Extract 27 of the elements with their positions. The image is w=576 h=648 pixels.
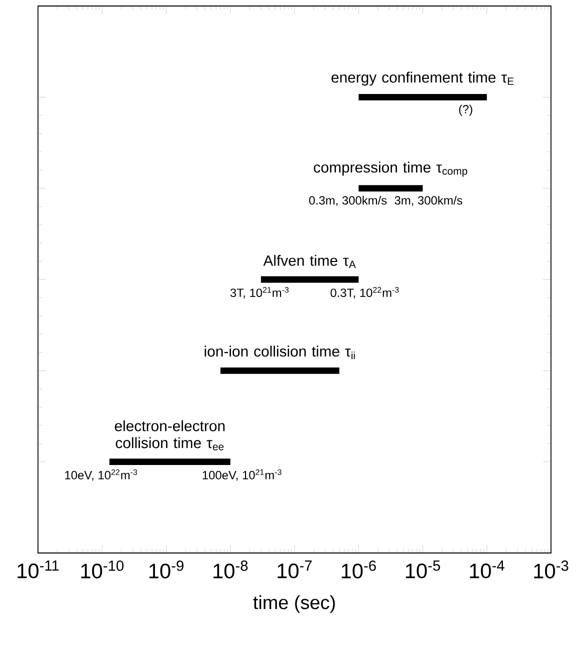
x-tick-label: 10$^{-10}$ <box>81 560 124 578</box>
bar <box>220 367 340 374</box>
annotation: 100eV, 10$^{21}$m$^{-3}$ <box>202 469 282 481</box>
annotation: 3m, 300km/s <box>394 196 462 206</box>
annotation: 0.3m, 300km/s <box>309 196 387 206</box>
y-tick-label: compression time τ$_{comp}$ <box>314 162 468 177</box>
x-axis-title: time (sec) <box>253 595 335 613</box>
x-tick-label: 10$^{-9}$ <box>149 560 184 578</box>
annotation: 3T, 10$^{21}$m$^{-3}$ <box>230 287 289 298</box>
y-tick-label: ion-ion collision time τ$_{ii}$ <box>204 346 355 360</box>
y-tick-label: Alfven time τ$_{A}$ <box>263 254 356 268</box>
x-tick-label: 10$^{-3}$ <box>534 560 568 578</box>
bar <box>358 185 423 192</box>
x-tick-label: 10$^{-11}$ <box>18 560 59 578</box>
bar <box>260 276 359 283</box>
x-tick-label: 10$^{-6}$ <box>342 560 376 578</box>
bar <box>358 94 487 100</box>
y-tick-label: energy confinement time τ$_{E}$ <box>332 72 514 86</box>
x-tick-label: 10$^{-8}$ <box>214 560 248 578</box>
annotation: (?) <box>459 104 472 116</box>
annotation: 10eV, 10$^{22}$m$^{-3}$ <box>65 469 138 481</box>
annotation: 0.3T, 10$^{22}$m$^{-3}$ <box>330 287 399 298</box>
bar <box>109 458 230 466</box>
x-tick-label: 10$^{-5}$ <box>406 560 440 578</box>
x-tick-label: 10$^{-7}$ <box>278 560 312 578</box>
y-tick-label: electron-electron collision time τ$_{ee}$ <box>114 420 225 450</box>
x-tick-label: 10$^{-4}$ <box>470 560 504 578</box>
